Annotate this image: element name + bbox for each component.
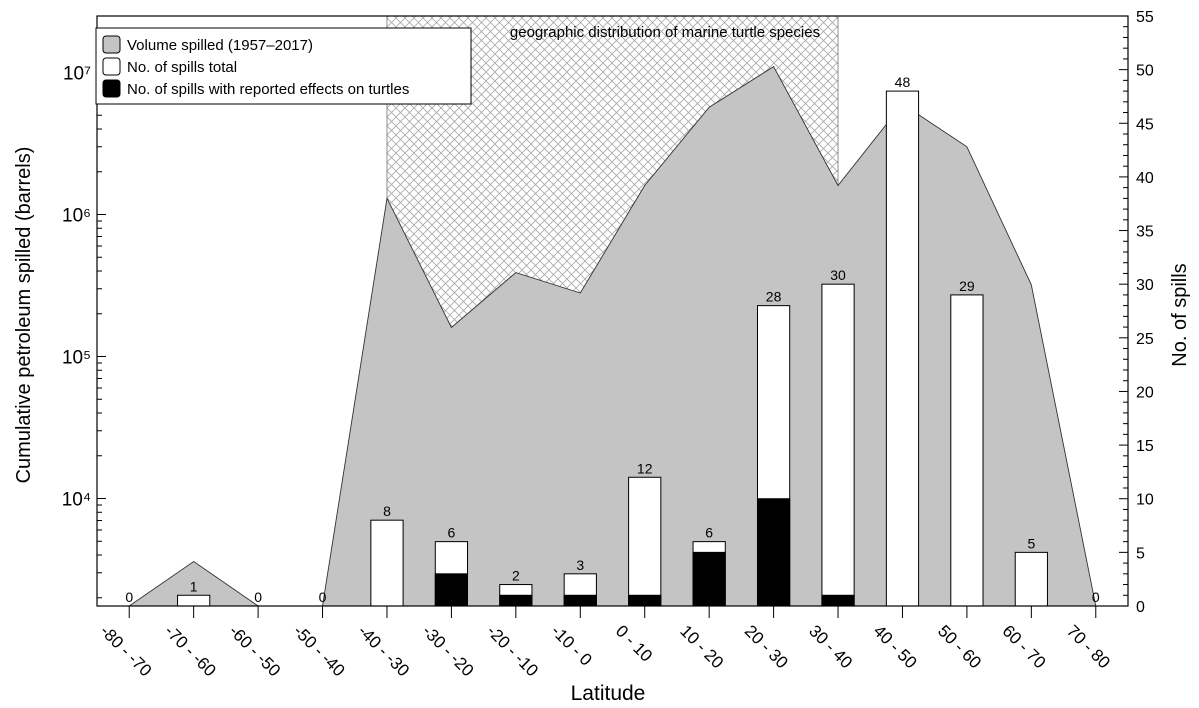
x-axis-tick-label: -40 - -30 xyxy=(354,621,413,680)
spills-effects-bar xyxy=(434,573,469,607)
spills-count-label: 3 xyxy=(576,557,584,573)
spills-count-label: 2 xyxy=(512,568,520,584)
x-axis-tick-label: -60 - -50 xyxy=(225,621,284,680)
legend-swatch xyxy=(102,79,121,98)
plot-frame xyxy=(96,15,1129,607)
right-axis-tick-label: 55 xyxy=(1136,9,1154,26)
legend-box xyxy=(95,27,472,105)
spills-total-bar xyxy=(177,594,211,607)
right-axis-tick-label: 50 xyxy=(1136,63,1154,80)
spills-count-label: 8 xyxy=(383,503,391,519)
spills-count-label: 6 xyxy=(705,525,713,541)
spills-count-label: 0 xyxy=(125,589,133,605)
right-axis-tick-label: 30 xyxy=(1136,277,1154,294)
turtle-range-annotation: geographic distribution of marine turtle… xyxy=(510,24,820,41)
left-axis-title: Cumulative petroleum spilled (barrels) xyxy=(13,147,35,484)
left-axis-tick-label: 10⁵ xyxy=(62,348,91,369)
spills-total-bar xyxy=(1014,551,1048,607)
right-axis-tick-label: 45 xyxy=(1136,116,1154,133)
legend-label: Volume spilled (1957–2017) xyxy=(127,37,313,54)
right-axis-tick-label: 40 xyxy=(1136,170,1154,187)
legend-label: No. of spills with reported effects on t… xyxy=(127,81,409,98)
x-axis-tick-label: 20 - 30 xyxy=(741,621,792,672)
spills-count-label: 1 xyxy=(190,578,198,594)
right-axis-tick-label: 25 xyxy=(1136,331,1154,348)
x-axis-tick-label: 70 - 80 xyxy=(1063,621,1114,672)
left-axis-tick-label: 10⁴ xyxy=(62,490,91,511)
x-axis-tick-label: 60 - 70 xyxy=(999,621,1050,672)
right-axis-tick-label: 20 xyxy=(1136,384,1154,401)
x-axis-tick-label: -10 - 0 xyxy=(547,621,595,669)
right-axis-tick-label: 10 xyxy=(1136,492,1154,509)
spills-count-label: 29 xyxy=(959,278,975,294)
x-axis-tick-label: -20 - -10 xyxy=(483,621,542,680)
left-axis-tick-label: 10⁷ xyxy=(63,64,91,85)
spills-count-label: 30 xyxy=(830,267,846,283)
spills-total-bar xyxy=(950,294,984,607)
legend-swatch xyxy=(102,57,121,76)
spills-count-label: 6 xyxy=(448,525,456,541)
spills-effects-bar xyxy=(821,594,855,607)
spills-total-bar xyxy=(628,476,662,607)
spills-count-label: 5 xyxy=(1027,535,1035,551)
x-axis-tick-label: 0 - 10 xyxy=(612,621,656,665)
spills-total-bar xyxy=(821,283,855,607)
legend-label: No. of spills total xyxy=(127,59,237,76)
spills-total-bar xyxy=(885,90,920,607)
spills-effects-bar xyxy=(499,594,533,607)
spills-count-label: 12 xyxy=(637,460,653,476)
right-axis-tick-label: 35 xyxy=(1136,224,1154,241)
right-axis-tick-label: 5 xyxy=(1136,545,1145,562)
spills-total-bar xyxy=(370,519,404,607)
x-axis-tick-label: -80 - -70 xyxy=(96,621,155,680)
spills-effects-bar xyxy=(628,594,662,607)
spills-count-label: 0 xyxy=(1092,589,1100,605)
spills-effects-bar xyxy=(563,594,597,607)
spills-effects-bar xyxy=(692,551,726,607)
right-axis-title: No. of spills xyxy=(1169,263,1191,366)
x-axis-tick-label: -50 - -40 xyxy=(290,621,349,680)
right-axis-tick-label: 0 xyxy=(1136,599,1145,616)
x-axis-tick-label: 30 - 40 xyxy=(805,621,856,672)
legend-swatch xyxy=(102,35,121,54)
x-axis-tick-label: 10 - 20 xyxy=(676,621,727,672)
spills-count-label: 0 xyxy=(254,589,262,605)
x-axis-tick-label: -70 - -60 xyxy=(161,621,220,680)
x-axis-tick-label: 50 - 60 xyxy=(934,621,985,672)
right-axis-tick-label: 15 xyxy=(1136,438,1154,455)
left-axis-tick-label: 10⁶ xyxy=(62,206,91,227)
x-axis-title: Latitude xyxy=(571,682,646,705)
x-axis-tick-label: -30 - -20 xyxy=(419,621,478,680)
x-axis-tick-label: 40 - 50 xyxy=(870,621,921,672)
spills-count-label: 0 xyxy=(319,589,327,605)
spills-count-label: 28 xyxy=(766,289,782,305)
spills-count-label: 48 xyxy=(895,74,911,90)
spills-effects-bar xyxy=(756,498,791,607)
